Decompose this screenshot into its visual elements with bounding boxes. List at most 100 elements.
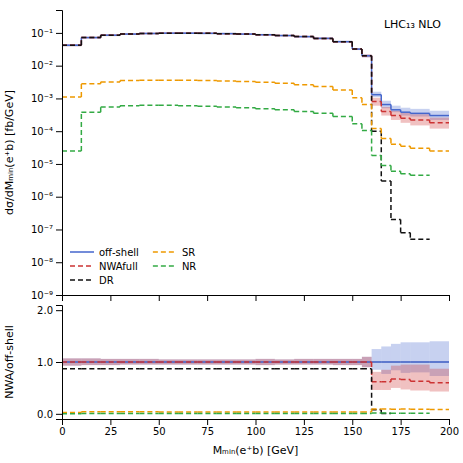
band-bin <box>178 359 197 364</box>
y-tick: 10⁻⁶ <box>31 191 62 202</box>
step-bin <box>178 413 197 415</box>
step-bin <box>256 108 275 110</box>
step-bin <box>362 55 372 57</box>
step-bin <box>159 411 178 413</box>
step-connector <box>352 117 354 124</box>
y-axis-line <box>56 306 63 420</box>
step-bin <box>410 113 429 115</box>
step-bin <box>101 361 120 363</box>
step-bin <box>236 411 255 413</box>
x-tick: 50 <box>153 419 166 437</box>
step-bin <box>120 80 139 82</box>
step-bin <box>159 104 178 106</box>
y-tick-label: 10⁻⁷ <box>31 224 53 235</box>
y-axis: 0.0 1.0 2.0 <box>37 305 62 420</box>
step-bin <box>101 368 120 370</box>
band-bin <box>294 36 313 37</box>
step-connector <box>352 90 354 98</box>
x-tick: 75 <box>201 419 214 437</box>
y-tick: 10⁻⁵ <box>31 159 62 170</box>
step-bin <box>139 413 158 415</box>
step-bin <box>294 111 313 113</box>
x-tick-mark <box>256 295 257 301</box>
x-tick-mark <box>304 419 305 425</box>
step-bin <box>120 368 139 370</box>
y-tick-mark <box>56 362 62 363</box>
y-tick-label: 10⁻⁵ <box>31 159 53 170</box>
band-bin <box>236 33 255 35</box>
step-connector <box>361 49 363 56</box>
band-bin <box>372 349 382 370</box>
x-axis-line <box>63 420 450 426</box>
y-tick: 0.0 <box>37 409 62 420</box>
step-line <box>62 362 449 363</box>
step-line <box>62 369 391 414</box>
step-bin <box>139 104 158 106</box>
step-bin <box>256 411 275 413</box>
step-bin <box>62 44 81 46</box>
step-bin <box>81 37 100 39</box>
step-bin <box>410 380 429 382</box>
x-tick-label: 0 <box>59 426 65 437</box>
step-bin <box>314 361 333 363</box>
band-bin <box>275 359 294 364</box>
x-axis <box>63 295 450 301</box>
step-bin <box>333 41 352 43</box>
step-connector <box>371 369 373 410</box>
step-bin <box>197 105 216 107</box>
step-line <box>62 409 449 412</box>
y-axis-title: NWA/off-shell <box>3 325 16 399</box>
step-bin <box>159 32 178 34</box>
step-bin <box>101 34 120 36</box>
step-connector <box>100 107 102 112</box>
band-bin <box>294 359 313 365</box>
step-bin <box>62 412 81 414</box>
step-bin <box>294 361 313 363</box>
step-bin <box>333 413 352 415</box>
step-bin <box>236 33 255 35</box>
step-connector <box>361 124 363 131</box>
step-connector <box>381 129 383 139</box>
y-axis: 10⁻⁹10⁻⁸10⁻⁷10⁻⁶10⁻⁵10⁻⁴10⁻³10⁻²10⁻¹ <box>31 11 63 301</box>
y-tick-label: 2.0 <box>37 305 53 316</box>
y-tick: 10⁻⁷ <box>31 224 62 235</box>
step-connector <box>352 42 354 49</box>
step-bin <box>381 104 391 106</box>
step-bin <box>217 33 236 35</box>
step-bin <box>120 361 139 363</box>
y-tick-label: 1.0 <box>37 357 53 368</box>
step-bin <box>352 413 362 415</box>
panel: 02550751001251501752000.01.02.0NWA/off-s… <box>3 305 459 457</box>
chart-container: 10⁻⁹10⁻⁸10⁻⁷10⁻⁶10⁻⁵10⁻⁴10⁻³10⁻²10⁻¹dσ/d… <box>0 0 463 463</box>
band-bin <box>81 37 100 39</box>
step-bin <box>352 368 362 370</box>
x-tick <box>401 295 402 301</box>
step-bin <box>430 382 449 384</box>
band-bin <box>294 36 313 37</box>
step-bin <box>81 37 100 39</box>
step-bin <box>410 119 429 121</box>
step-bin <box>197 413 216 415</box>
step-bin <box>352 411 362 413</box>
step-bin <box>256 368 275 370</box>
x-tick <box>207 295 208 301</box>
step-bin <box>197 33 216 35</box>
x-tick-mark <box>449 295 450 301</box>
band-bin <box>159 359 178 364</box>
band-bin <box>372 98 382 106</box>
step-connector <box>371 56 373 102</box>
step-bin <box>256 34 275 36</box>
step-bin <box>381 111 391 113</box>
band-bin <box>120 359 139 365</box>
step-bin <box>294 84 313 86</box>
step-bin <box>314 413 333 415</box>
band-bin <box>139 359 158 365</box>
band <box>62 32 449 119</box>
band-bin <box>81 358 100 365</box>
legend-label: DR <box>99 275 114 286</box>
x-axis-title: Mₘᵢₙ(e⁺b) [GeV] <box>213 444 299 457</box>
step-bin <box>372 412 382 414</box>
step-bin <box>178 32 197 34</box>
step-line <box>62 362 449 383</box>
step-bin <box>197 368 216 370</box>
